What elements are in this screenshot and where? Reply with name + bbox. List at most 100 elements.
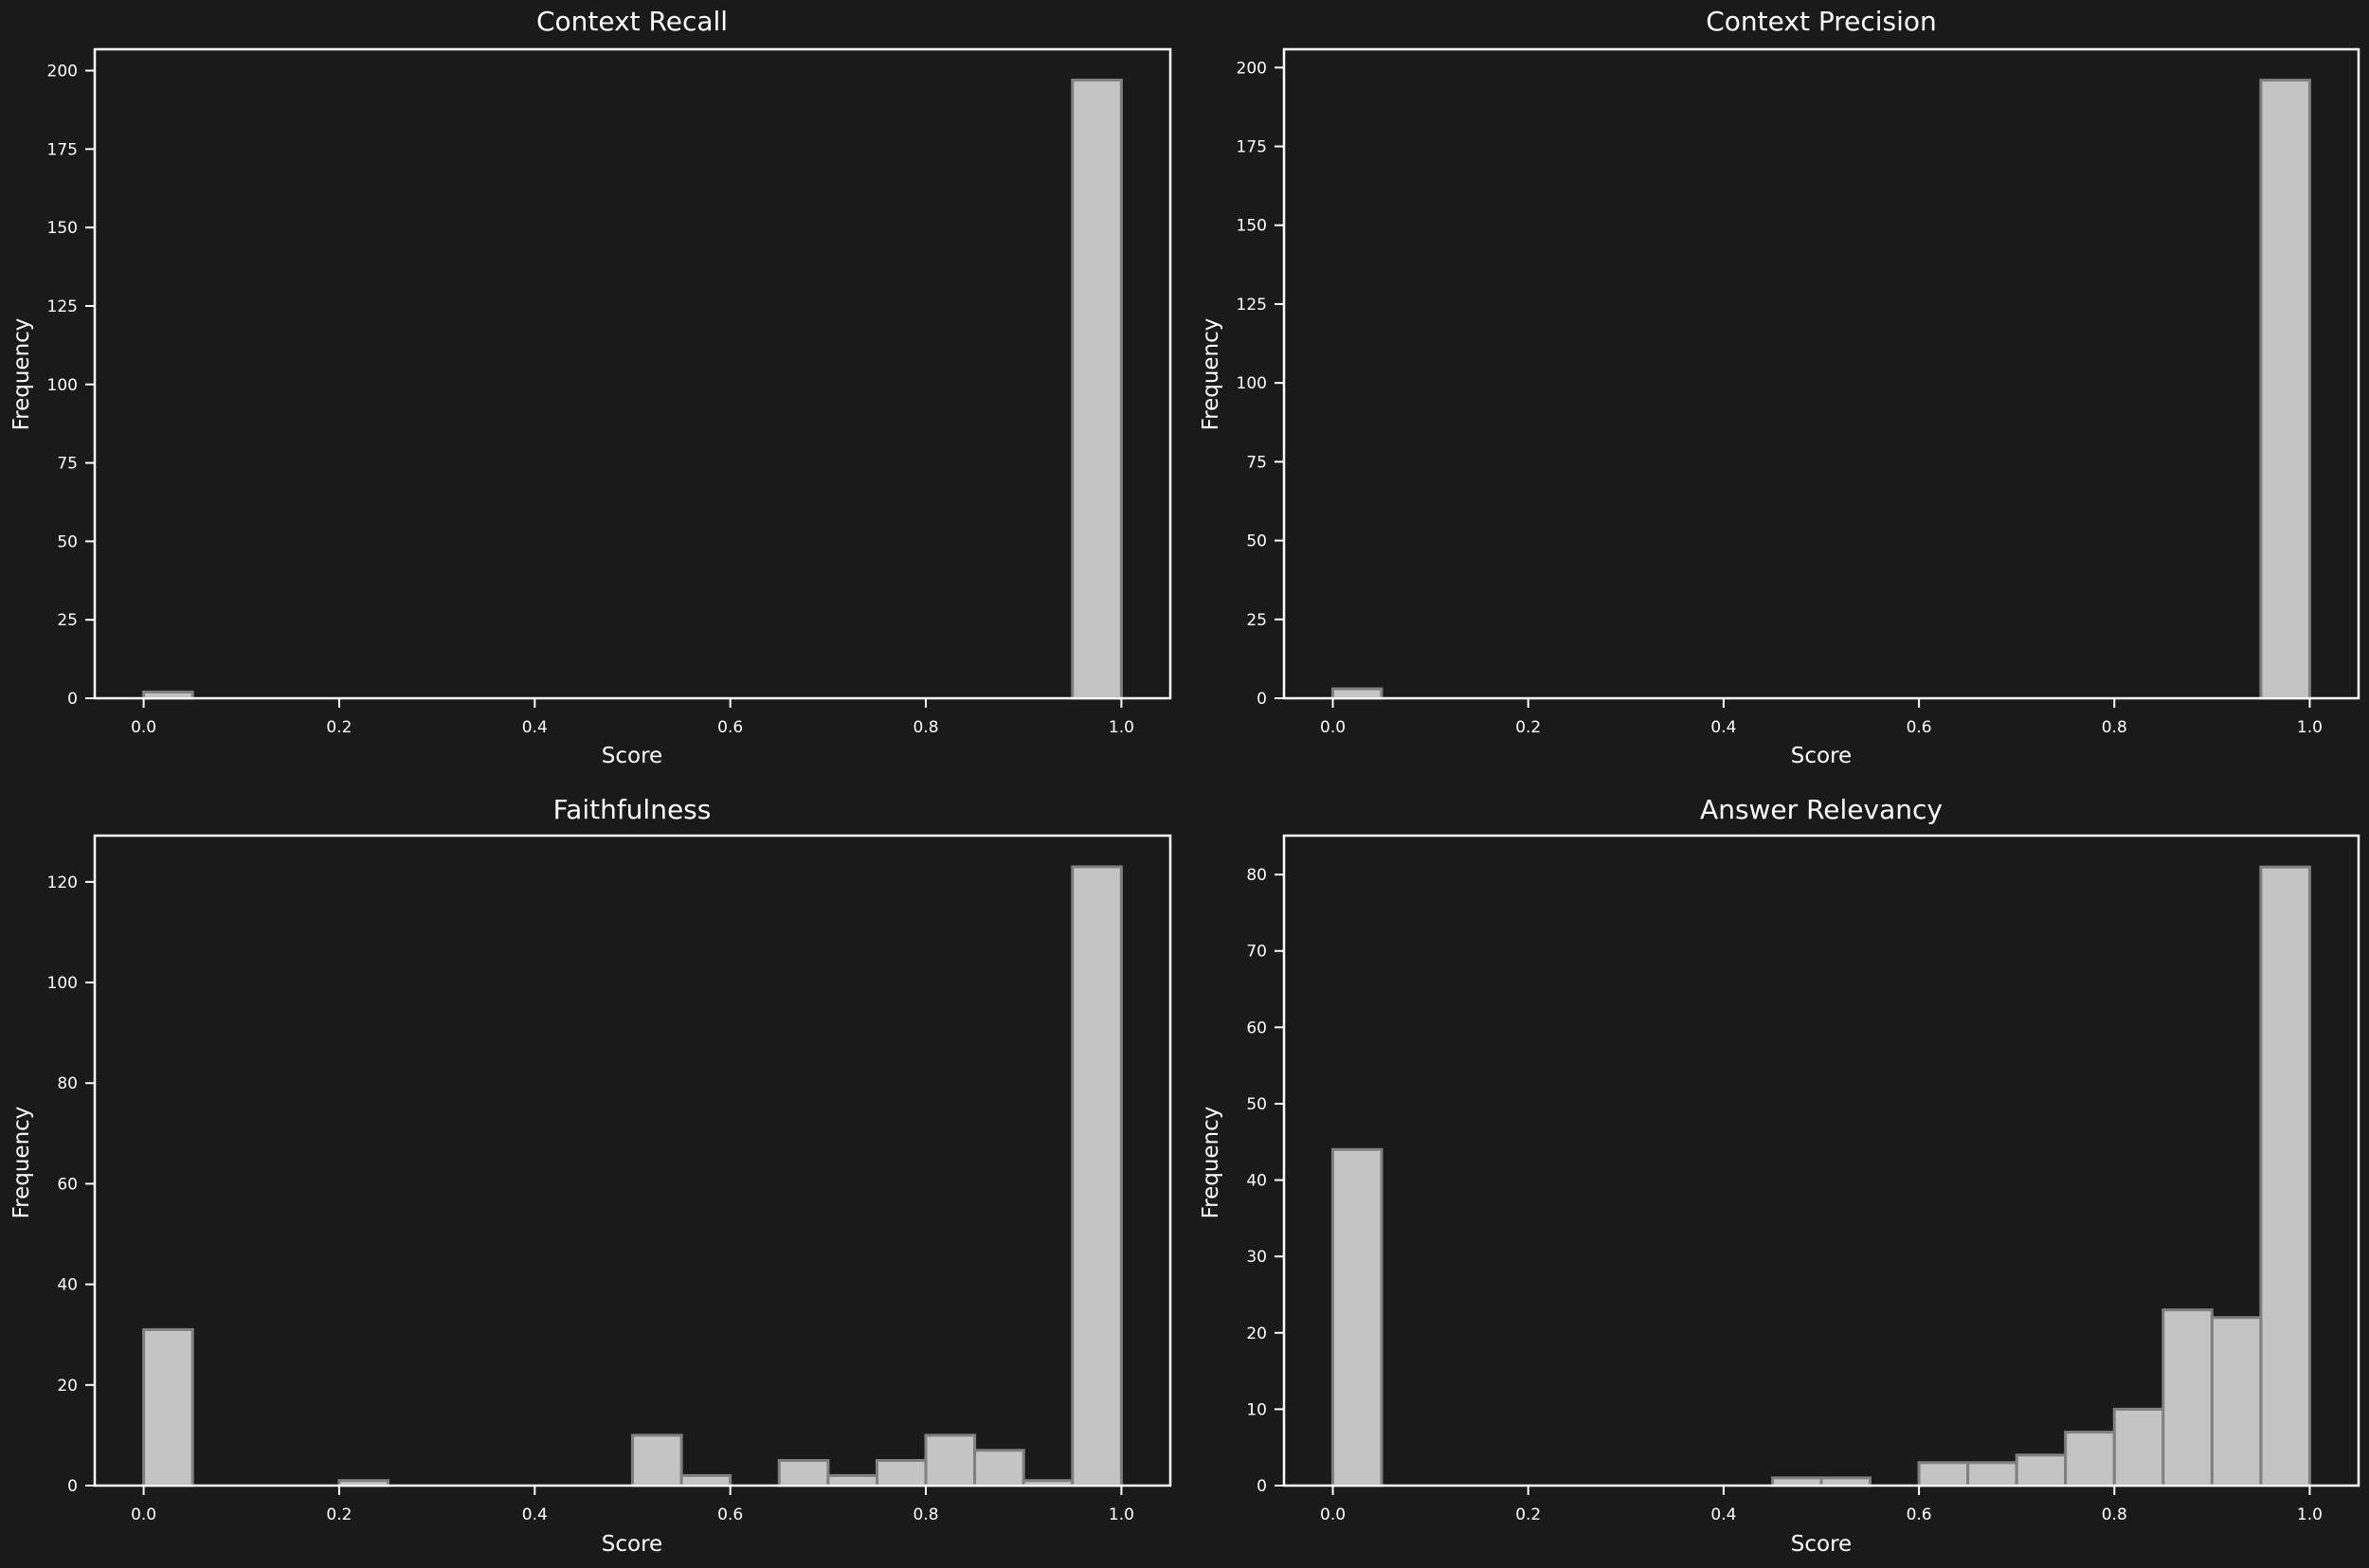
y-tick-label: 120: [47, 874, 78, 892]
y-tick-label: 200: [47, 63, 78, 81]
y-tick-label: 30: [1246, 1248, 1267, 1267]
x-tick-label: 0.2: [1515, 1505, 1541, 1524]
histogram-bar: [924, 1433, 977, 1487]
y-tick-label: 125: [1237, 296, 1267, 315]
axis-ticks: 0.0 0.2 0.4 0.6 0.8 1.0 0 25 50 75 100 125 150 175 200: [1237, 59, 2323, 737]
y-tick-label: 175: [1237, 138, 1267, 157]
x-tick-label: 0.4: [522, 1505, 548, 1524]
x-tick-label: 0.0: [131, 718, 156, 737]
y-axis-label: Frequency: [9, 1107, 34, 1219]
axis-ticks: 0.0 0.2 0.4 0.6 0.8 1.0 0 20 40 60 80 100 120: [47, 874, 1134, 1524]
y-tick-label: 100: [47, 376, 78, 395]
histogram-bar: [1331, 1147, 1383, 1487]
histogram-bar: [1071, 79, 1123, 700]
y-tick-label: 60: [1246, 1018, 1267, 1037]
x-tick-label: 0.2: [326, 718, 352, 737]
y-tick-label: 75: [57, 455, 78, 474]
x-tick-label: 0.6: [1907, 718, 1932, 737]
x-tick-label: 0.6: [717, 1505, 743, 1524]
panel-answer-relevancy: Answer Relevancy Score Frequency 0.0 0.2 0…: [1199, 794, 2360, 1557]
y-axis-label: Frequency: [1199, 1107, 1223, 1219]
x-tick-label: 0.0: [1320, 718, 1346, 737]
histogram-bar: [1966, 1461, 2018, 1487]
y-tick-label: 150: [47, 219, 78, 238]
histogram-bar: [1331, 687, 1383, 700]
y-axis-label: Frequency: [1199, 318, 1223, 431]
x-axis-label: Score: [1791, 744, 1852, 768]
axis-ticks: 0.0 0.2 0.4 0.6 0.8 1.0 0 10 20 30 40 50 60 70 80: [1246, 866, 2323, 1524]
axes-frame: [1282, 834, 2360, 1487]
y-tick-label: 50: [1246, 1095, 1267, 1114]
y-tick-label: 175: [47, 140, 78, 159]
histogram-bar: [2064, 1431, 2116, 1487]
x-tick-label: 0.4: [1710, 1505, 1736, 1524]
histogram-bars: [1331, 79, 2311, 700]
panel-context-recall: Context Recall Score Frequency 0.0 0.2 0.4…: [9, 6, 1172, 768]
x-axis-label: Score: [1791, 1532, 1852, 1557]
histogram-bar: [2161, 1308, 2214, 1487]
y-tick-label: 50: [57, 532, 78, 551]
y-tick-label: 80: [1246, 866, 1267, 885]
histogram-bar: [826, 1473, 879, 1487]
histogram-bar: [631, 1433, 683, 1487]
y-tick-label: 20: [57, 1377, 78, 1396]
y-tick-label: 0: [1257, 1477, 1267, 1496]
axes-frame: [93, 834, 1172, 1487]
panel-title: Context Recall: [536, 6, 728, 37]
y-tick-label: 125: [47, 297, 78, 316]
y-tick-label: 70: [1246, 943, 1267, 962]
y-tick-label: 100: [1237, 374, 1267, 393]
histogram-bar: [1917, 1461, 1970, 1487]
y-tick-label: 75: [1246, 453, 1267, 472]
histogram-bar: [2112, 1407, 2165, 1487]
y-tick-label: 25: [1246, 611, 1267, 630]
panel-title: Context Precision: [1706, 6, 1937, 37]
histogram-bar: [1071, 865, 1123, 1487]
histogram-bar: [679, 1473, 732, 1487]
panel-title: Faithfulness: [553, 794, 712, 825]
y-tick-label: 0: [67, 1477, 78, 1496]
y-axis-label: Frequency: [9, 318, 34, 431]
x-tick-label: 1.0: [2297, 1505, 2323, 1524]
x-tick-label: 0.2: [1515, 718, 1541, 737]
x-tick-label: 0.4: [1710, 718, 1736, 737]
y-tick-label: 150: [1237, 217, 1267, 236]
histogram-bar: [876, 1459, 928, 1487]
y-tick-label: 40: [1246, 1172, 1267, 1191]
x-axis-label: Score: [602, 1532, 662, 1557]
axes-frame: [93, 47, 1172, 700]
x-tick-label: 0.6: [717, 718, 743, 737]
x-tick-label: 0.2: [326, 1505, 352, 1524]
panel-context-precision: Context Precision Score Frequency 0.0 0.2…: [1199, 6, 2360, 768]
histogram-bar: [2259, 79, 2311, 700]
y-tick-label: 80: [57, 1074, 78, 1093]
y-tick-label: 0: [1257, 690, 1267, 709]
y-tick-label: 50: [1246, 532, 1267, 551]
x-axis-label: Score: [602, 744, 662, 768]
axes-frame: [1282, 47, 2360, 700]
histogram-bars: [142, 79, 1123, 700]
histogram-bar: [2210, 1316, 2263, 1487]
panel-title: Answer Relevancy: [1700, 794, 1943, 825]
histogram-bar: [777, 1459, 830, 1487]
x-tick-label: 0.8: [913, 718, 939, 737]
x-tick-label: 0.8: [2102, 1505, 2127, 1524]
y-tick-label: 10: [1246, 1400, 1267, 1419]
x-tick-label: 0.4: [522, 718, 548, 737]
y-tick-label: 60: [57, 1175, 78, 1194]
panel-faithfulness: Faithfulness Score Frequency 0.0 0.2 0.4 0.…: [9, 794, 1172, 1557]
x-tick-label: 0.0: [131, 1505, 156, 1524]
x-tick-label: 1.0: [1109, 1505, 1134, 1524]
histogram-bar: [973, 1449, 1025, 1487]
x-tick-label: 0.6: [1907, 1505, 1932, 1524]
x-tick-label: 1.0: [2297, 718, 2323, 737]
y-tick-label: 25: [57, 611, 78, 630]
y-tick-label: 200: [1237, 59, 1267, 78]
y-tick-label: 40: [57, 1276, 78, 1295]
x-tick-label: 0.8: [913, 1505, 939, 1524]
histogram-bar: [2259, 865, 2311, 1487]
histogram-bar: [2015, 1453, 2068, 1487]
